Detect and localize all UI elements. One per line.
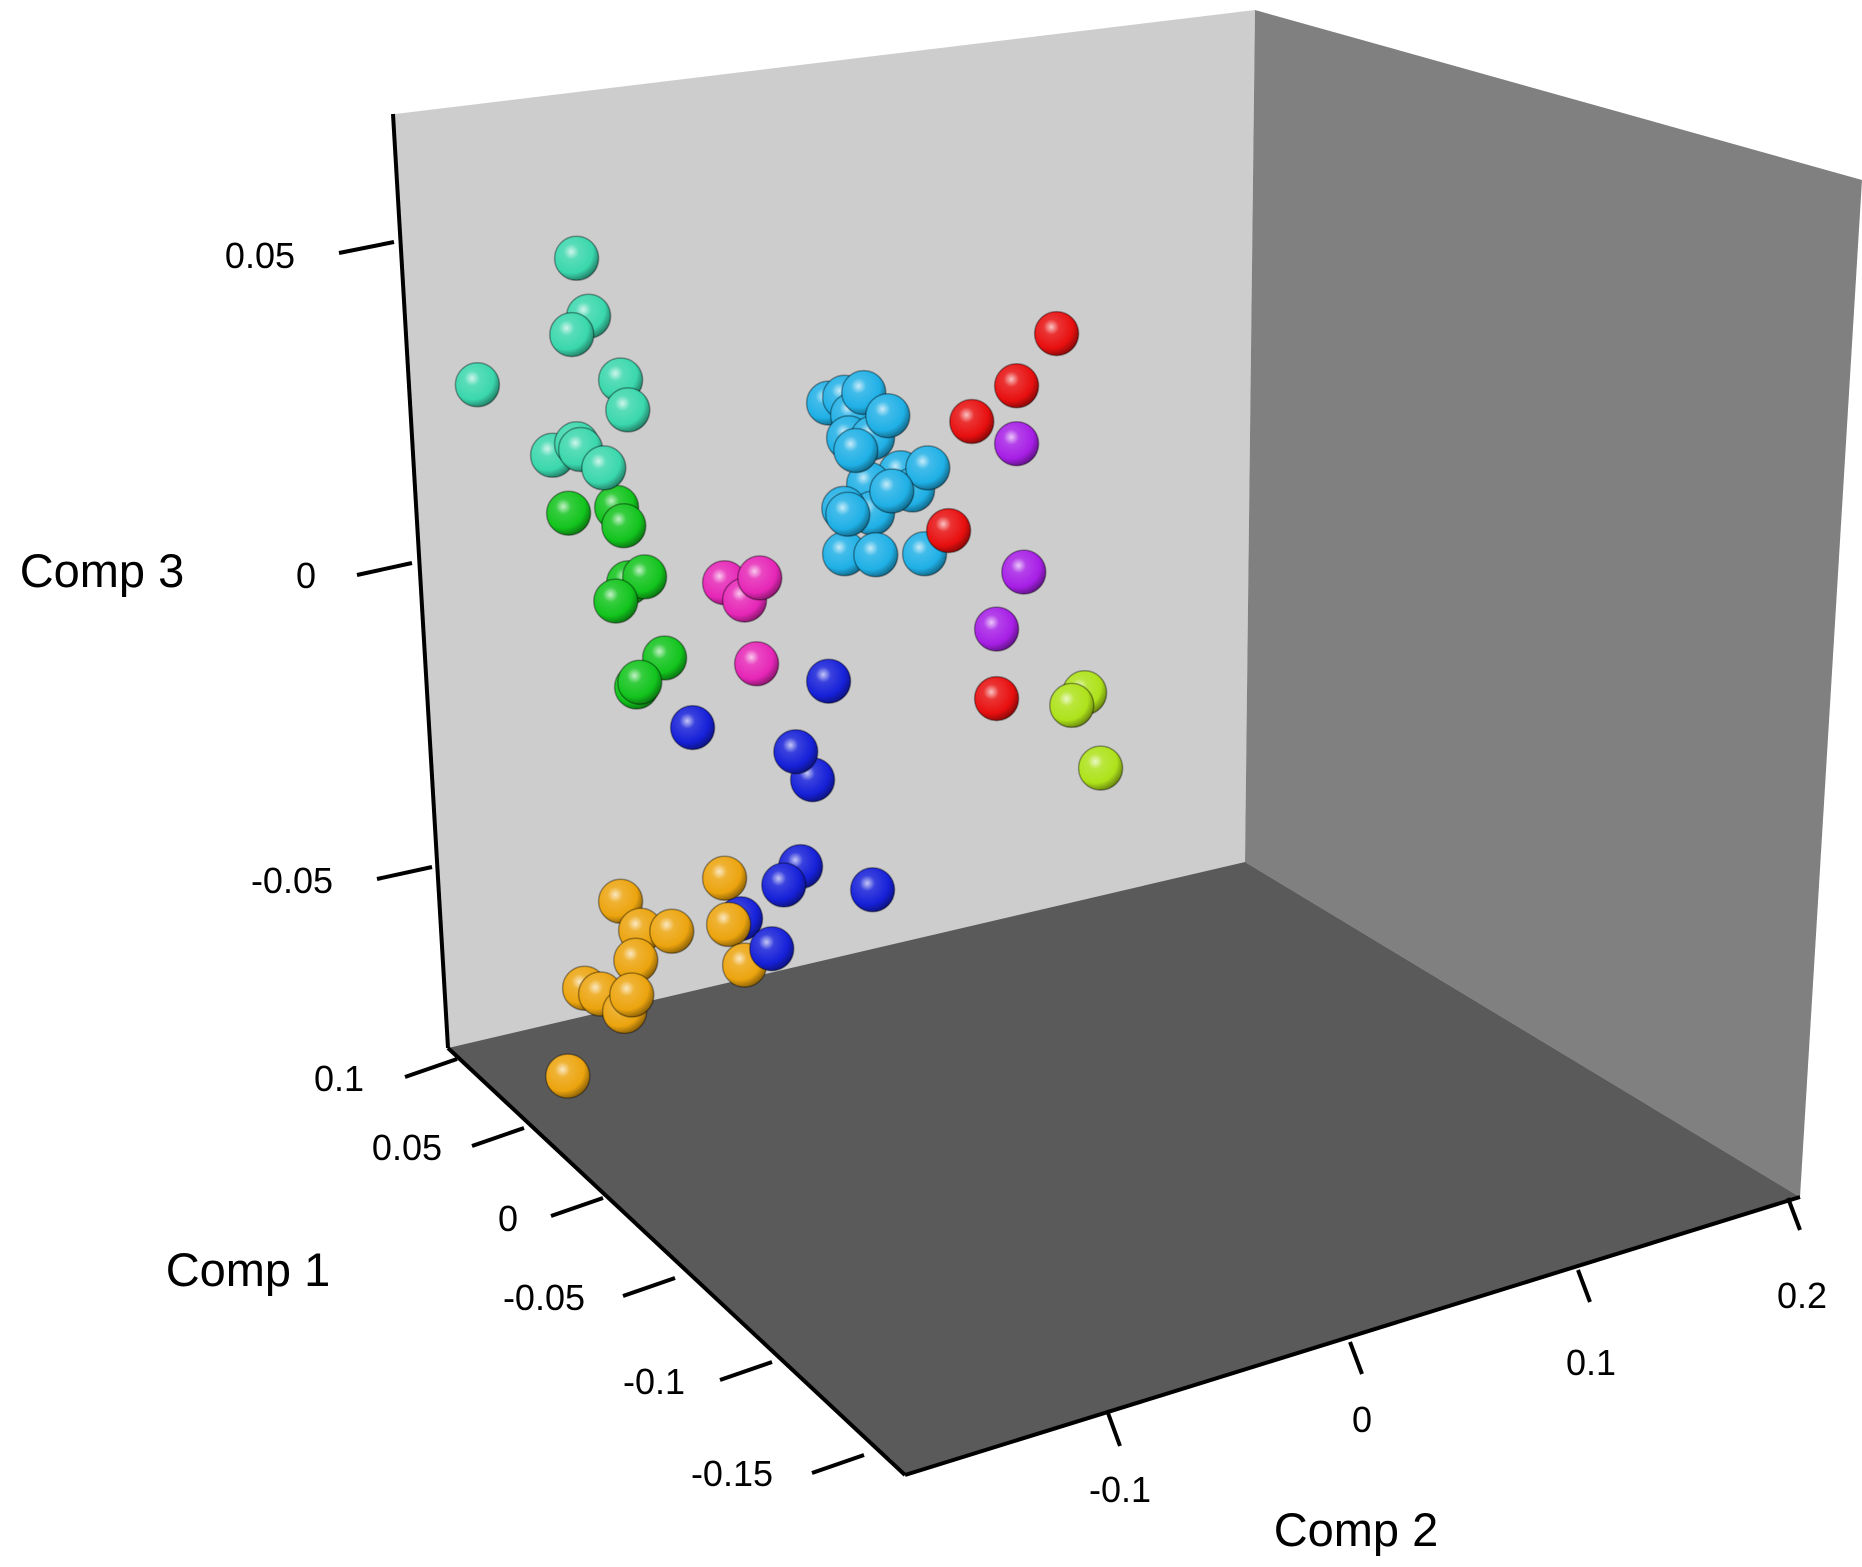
data-point-series-4 [973, 675, 1020, 722]
comp1-tick-label: 0.05 [372, 1127, 442, 1168]
comp3-tick-label: 0 [296, 555, 316, 596]
data-point-series-3 [733, 641, 780, 687]
data-point-series-2 [869, 468, 915, 514]
comp2-ticks [1106, 1197, 1802, 1447]
data-point-series-8 [705, 901, 752, 948]
comp2-tick-label: 0.1 [1566, 1342, 1616, 1383]
comp1-tick [811, 1453, 865, 1475]
data-point-series-4 [949, 398, 995, 445]
comp2-tick [1786, 1197, 1802, 1231]
data-point-series-6 [1049, 682, 1095, 729]
floor-panel [448, 862, 1800, 1475]
data-point-series-1 [593, 578, 639, 624]
data-point-series-1 [545, 490, 592, 536]
comp1-tick [471, 1126, 525, 1148]
data-point-series-3 [737, 555, 783, 601]
data-points [454, 235, 1124, 1099]
comp1-tick-label: 0.1 [314, 1058, 364, 1099]
comp1-tick-labels: 0.1 0.05 0 -0.05 -0.1 -0.15 [314, 1058, 773, 1494]
comp1-axis-title: Comp 1 [166, 1243, 331, 1296]
comp2-tick [1106, 1412, 1122, 1447]
comp2-tick [1576, 1269, 1592, 1303]
data-point-series-5 [973, 606, 1020, 652]
data-point-series-7 [669, 704, 716, 751]
comp3-tick [356, 561, 413, 577]
data-point-series-5 [1001, 549, 1047, 595]
data-point-series-7 [805, 658, 852, 704]
comp3-axis-title: Comp 3 [20, 544, 185, 597]
data-point-series-2 [905, 445, 951, 491]
data-point-series-5 [993, 420, 1040, 467]
comp3-tick-label: 0.05 [225, 235, 295, 276]
comp1-tick-label: -0.15 [691, 1453, 773, 1494]
data-point-series-2 [853, 532, 899, 578]
data-point-series-2 [865, 392, 911, 439]
data-point-series-8 [545, 1053, 591, 1099]
data-point-series-4 [993, 363, 1040, 409]
comp2-tick-label: 0 [1352, 1399, 1372, 1440]
side-wall-panel [1245, 10, 1862, 1197]
comp2-tick [1348, 1341, 1364, 1375]
comp1-axis-line [446, 1046, 907, 1477]
data-point-series-0 [581, 445, 627, 491]
comp3-tick [376, 865, 433, 881]
data-point-series-1 [621, 554, 668, 600]
data-point-series-1 [601, 503, 647, 549]
data-point-series-1 [617, 659, 663, 705]
data-point-series-0 [549, 311, 595, 358]
back-wall-panel [395, 10, 1255, 1048]
comp2-tick-labels: -0.1 0 0.1 0.2 [1089, 1275, 1827, 1510]
comp1-tick [622, 1276, 676, 1298]
data-point-series-0 [454, 362, 501, 408]
comp1-tick-label: 0 [498, 1198, 518, 1239]
comp1-tick [404, 1057, 458, 1079]
data-point-series-8 [609, 972, 655, 1018]
data-point-series-7 [749, 925, 795, 972]
data-point-series-0 [605, 387, 651, 433]
data-point-series-8 [701, 855, 748, 901]
data-point-series-0 [553, 235, 600, 282]
comp3-ticks [338, 240, 433, 881]
data-point-series-2 [833, 427, 879, 474]
data-point-series-2 [825, 491, 871, 537]
data-point-series-4 [1033, 310, 1080, 357]
data-point-series-8 [649, 908, 695, 955]
comp1-ticks [404, 1057, 865, 1475]
comp3-tick [338, 240, 395, 255]
comp1-tick [550, 1196, 604, 1218]
comp3-tick-labels: 0.05 0 -0.05 [225, 235, 333, 901]
comp1-tick-label: -0.1 [623, 1361, 685, 1402]
comp2-tick-label: -0.1 [1089, 1469, 1151, 1510]
comp3-axis-line [391, 113, 450, 1049]
data-point-series-7 [773, 728, 819, 775]
comp2-axis-title: Comp 2 [1274, 1503, 1439, 1556]
data-point-series-7 [849, 867, 896, 913]
comp2-axis-line [904, 1195, 1801, 1477]
data-point-series-6 [1077, 745, 1124, 791]
comp1-tick-label: -0.05 [503, 1277, 585, 1318]
data-point-series-4 [925, 507, 972, 554]
comp1-tick [719, 1360, 773, 1382]
comp3-tick-label: -0.05 [251, 860, 333, 901]
comp2-tick-label: 0.2 [1777, 1275, 1827, 1316]
data-point-series-7 [761, 862, 807, 908]
